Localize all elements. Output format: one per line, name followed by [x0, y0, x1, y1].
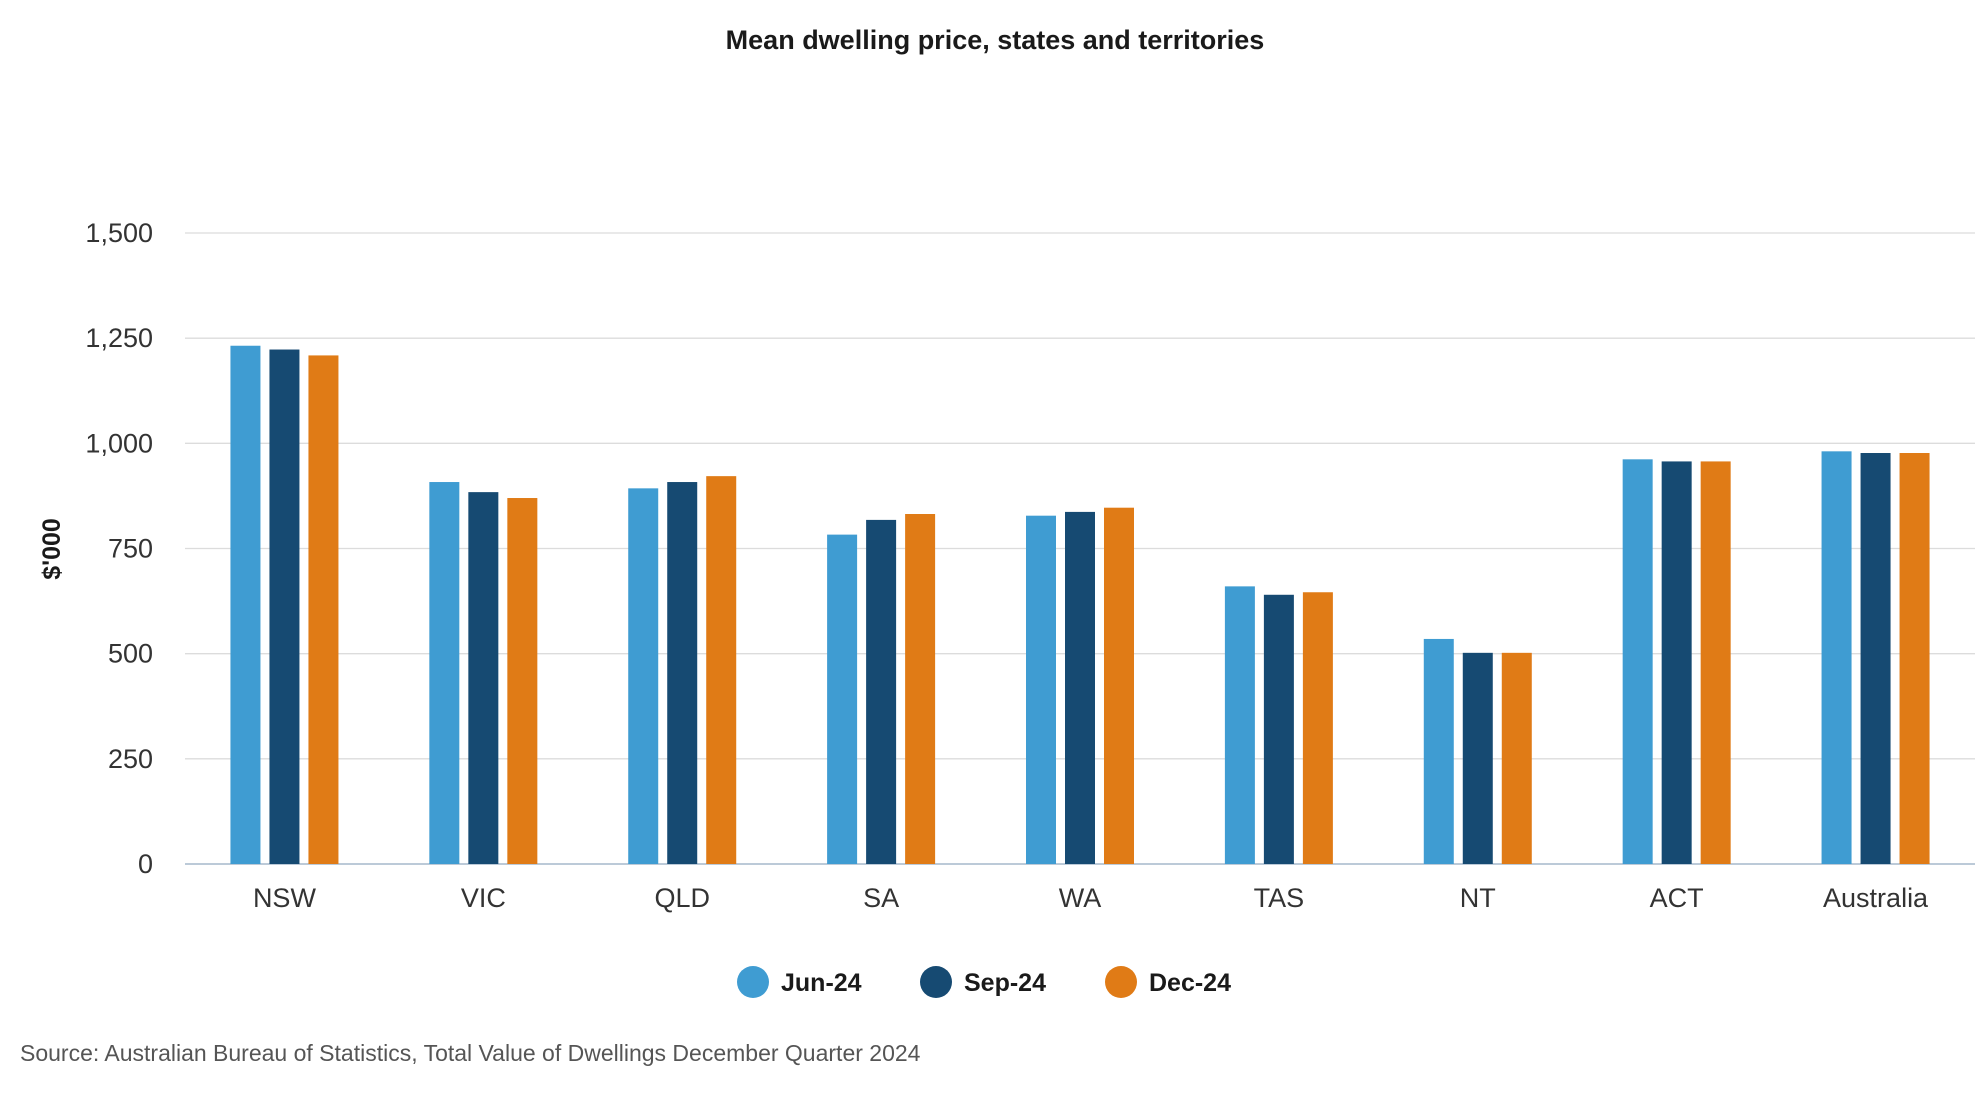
y-tick-label: 1,500 — [85, 218, 153, 248]
bar-wa-sep-24 — [1065, 511, 1095, 864]
chart-title: Mean dwelling price, states and territor… — [726, 25, 1265, 55]
bar-australia-dec-24 — [1899, 453, 1930, 864]
bar-sa-jun-24 — [827, 534, 858, 864]
bar-qld-sep-24 — [667, 482, 698, 864]
x-axis-ticks: NSW VIC QLD SA WA TAS NT ACT Australia — [253, 883, 1929, 913]
bar-vic-dec-24 — [507, 498, 538, 864]
y-tick-label: 250 — [108, 744, 153, 774]
bar-act-dec-24 — [1700, 461, 1731, 864]
x-tick-label: QLD — [654, 883, 710, 913]
y-tick-label: 750 — [108, 534, 153, 564]
legend-label-jun-24[interactable]: Jun-24 — [781, 969, 862, 997]
y-tick-label: 500 — [108, 639, 153, 669]
x-tick-label: Australia — [1823, 883, 1929, 913]
y-tick-label: 1,250 — [85, 323, 153, 353]
x-tick-label: WA — [1059, 883, 1102, 913]
legend-label-sep-24[interactable]: Sep-24 — [964, 969, 1046, 997]
legend-marker-dec-24[interactable] — [1105, 966, 1137, 998]
source-note: Source: Australian Bureau of Statistics,… — [20, 1040, 921, 1066]
legend-marker-sep-24[interactable] — [920, 966, 952, 998]
bar-wa-dec-24 — [1104, 507, 1134, 864]
x-tick-label: NSW — [253, 883, 317, 913]
bar-qld-jun-24 — [628, 488, 659, 864]
bar-wa-jun-24 — [1026, 515, 1056, 864]
legend-marker-jun-24[interactable] — [737, 966, 769, 998]
bar-nt-sep-24 — [1462, 652, 1493, 864]
x-tick-label: ACT — [1650, 883, 1704, 913]
x-tick-label: TAS — [1254, 883, 1305, 913]
bar-tas-dec-24 — [1302, 592, 1333, 864]
bar-sa-sep-24 — [866, 519, 897, 864]
legend-label-dec-24[interactable]: Dec-24 — [1149, 969, 1231, 997]
bar-qld-dec-24 — [706, 476, 737, 864]
bar-nsw-jun-24 — [230, 345, 261, 865]
bar-nsw-dec-24 — [308, 355, 339, 864]
x-tick-label: SA — [863, 883, 899, 913]
bar-australia-sep-24 — [1860, 453, 1891, 864]
bar-australia-jun-24 — [1821, 451, 1852, 864]
bar-act-jun-24 — [1622, 459, 1653, 864]
bar-nsw-sep-24 — [269, 349, 300, 864]
bar-sa-dec-24 — [905, 514, 936, 864]
bar-tas-sep-24 — [1263, 594, 1294, 864]
bar-tas-jun-24 — [1224, 586, 1255, 864]
y-tick-label: 1,000 — [85, 428, 153, 458]
bars — [230, 345, 1930, 865]
bar-vic-jun-24 — [429, 482, 460, 864]
bar-nt-dec-24 — [1501, 652, 1532, 864]
y-axis-ticks: 0 250 500 750 1,000 1,250 1,500 — [85, 218, 153, 879]
y-axis-title: $'000 — [38, 518, 66, 580]
y-tick-label: 0 — [138, 849, 153, 879]
x-tick-label: NT — [1460, 883, 1496, 913]
bar-vic-sep-24 — [468, 492, 499, 864]
bar-act-sep-24 — [1661, 461, 1692, 864]
x-tick-label: VIC — [461, 883, 506, 913]
legend: Jun-24 Sep-24 Dec-24 — [737, 966, 1231, 998]
bar-nt-jun-24 — [1423, 638, 1454, 864]
